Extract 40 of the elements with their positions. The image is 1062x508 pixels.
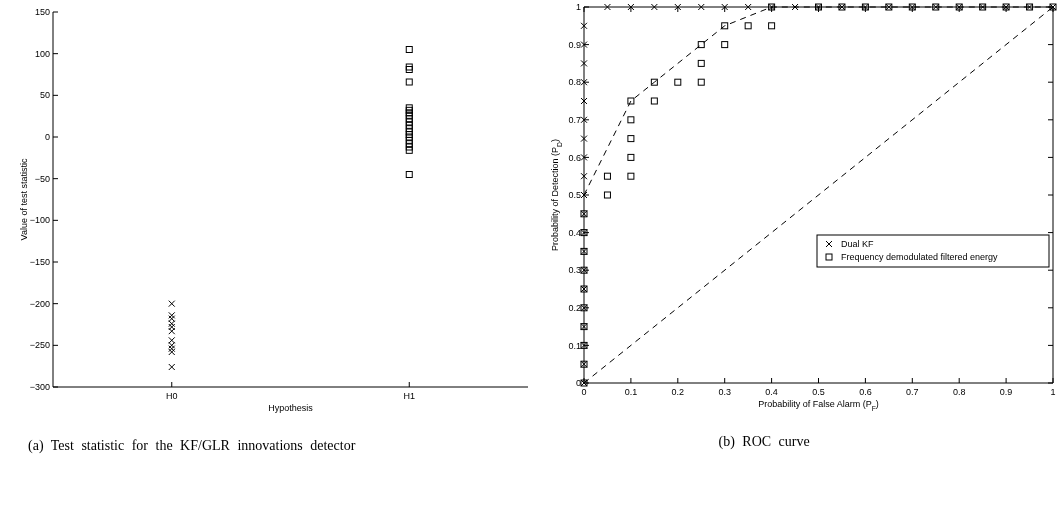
y-tick-label: 0.1	[568, 340, 581, 351]
x-tick-label: 1	[1050, 387, 1056, 397]
y-tick-label: 150	[34, 7, 50, 18]
y-tick-label: 0.2	[568, 302, 581, 313]
y-tick-label: 0.7	[568, 114, 581, 125]
x-tick-label: 0.6	[859, 387, 872, 397]
x-tick-label: 0.9	[999, 387, 1013, 397]
y-tick-label: −200	[29, 298, 50, 309]
y-tick-label: −250	[29, 340, 50, 351]
y-axis-title: Value of test statistic	[19, 158, 29, 241]
y-tick-label: −300	[29, 382, 50, 393]
x-tick-label: H1	[403, 391, 416, 401]
text: (a) Test statistic for the KF/GLR innovations detector	[28, 437, 357, 455]
x-tick-label: 0.3	[718, 387, 731, 397]
x-tick-label: 0.7	[906, 387, 919, 397]
legend-label: Dual KF	[841, 239, 875, 250]
text: (b) ROC curve	[718, 433, 811, 451]
x-tick-label: 0.5	[812, 387, 825, 397]
x-tick-label: H0	[165, 391, 178, 401]
x-axis-title: Probability of False Alarm (P$_{F}$)	[758, 399, 879, 412]
y-tick-label: 0	[44, 132, 50, 143]
x-axis-title: Hypothesis	[268, 403, 314, 413]
y-tick-label: −50	[34, 173, 50, 184]
y-tick-label: 0.9	[568, 39, 581, 50]
y-tick-label: 0.5	[568, 190, 581, 201]
x-tick-label: 0.2	[671, 387, 685, 397]
y-tick-label: 1	[575, 2, 581, 13]
x-tick-label: 0.8	[952, 387, 966, 397]
y-tick-label: −150	[29, 257, 50, 268]
y-tick-label: 0.4	[568, 227, 581, 238]
y-tick-label: 50	[39, 90, 50, 101]
y-tick-label: 0.6	[568, 152, 581, 163]
y-tick-label: 0.3	[568, 265, 581, 276]
x-tick-label: 0.4	[765, 387, 778, 397]
legend-label: Frequency demodulated filtered energy	[841, 252, 999, 263]
y-tick-label: 0	[575, 378, 581, 389]
x-tick-label: 0.1	[624, 387, 638, 397]
y-tick-label: −100	[29, 215, 50, 226]
y-tick-label: 0.8	[568, 77, 581, 88]
y-tick-label: 100	[34, 48, 50, 59]
